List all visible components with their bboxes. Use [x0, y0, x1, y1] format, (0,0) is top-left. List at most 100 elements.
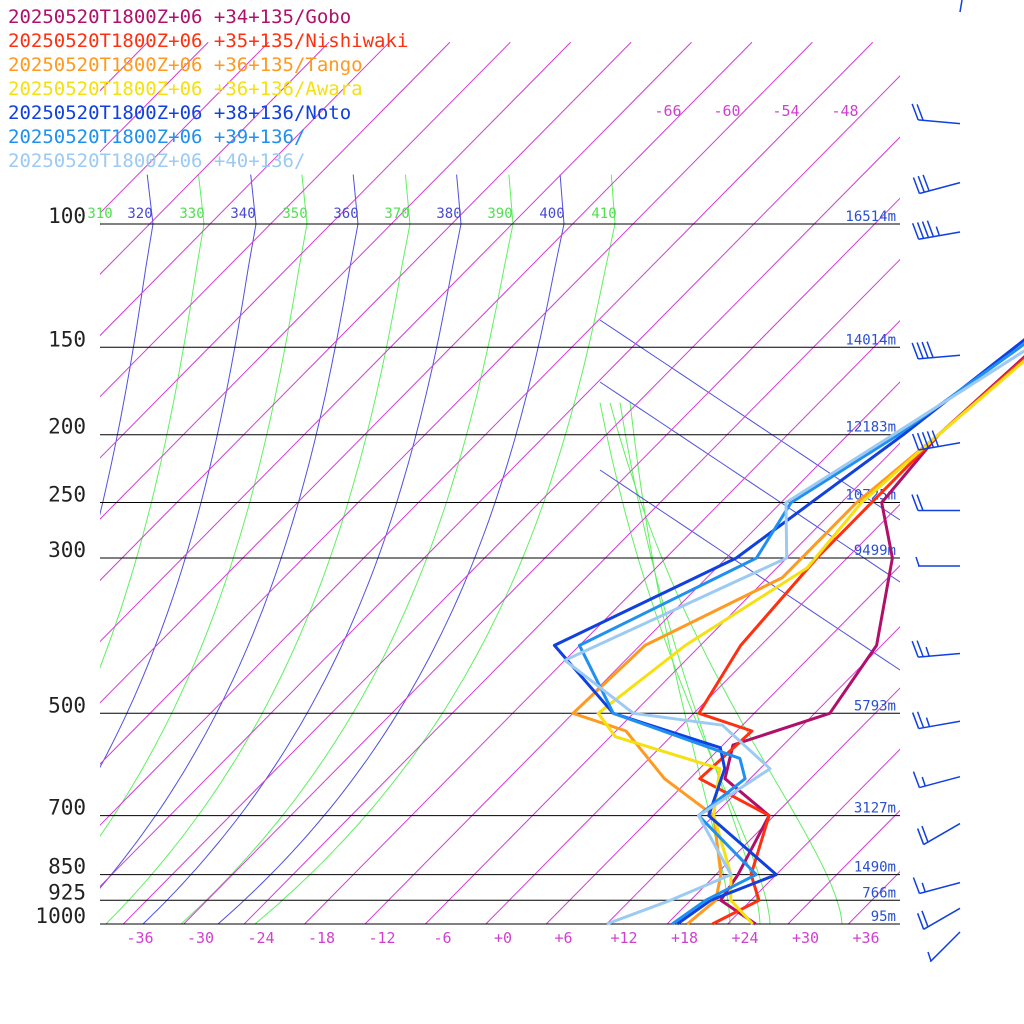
height-label: 9499m [854, 543, 896, 559]
wind-barb-flag [912, 877, 921, 894]
wind-barb-staff [918, 441, 961, 451]
wind-barb-staff [929, 931, 961, 963]
theta-e-label: 390 [487, 206, 512, 222]
pressure-label: 250 [48, 483, 86, 507]
pressure-label: 850 [48, 855, 86, 879]
temperature-tick-label: -36 [126, 929, 153, 947]
wind-barb [911, 103, 961, 125]
upper-temperature-label: -54 [772, 102, 799, 120]
moist-adiabat-curve [619, 402, 761, 924]
height-label: 12183m [845, 420, 896, 436]
theta-e-label: 410 [591, 206, 616, 222]
theta-e-curve [105, 174, 411, 924]
isotherm-line [0, 42, 27, 924]
wind-barb-staff [918, 652, 961, 658]
theta-e-label: 310 [87, 206, 112, 222]
sounding-line [552, 338, 1024, 926]
temperature-tick-label: +12 [610, 929, 637, 947]
theta-e-label: 320 [127, 206, 152, 222]
wind-barb-flag [916, 104, 924, 121]
mixing-ratio-curve [599, 319, 900, 521]
legend-item: 20250520T1800Z+06 +38+136/Noto [8, 102, 352, 124]
isotherm-line [122, 136, 900, 924]
temperature-tick-label: -30 [187, 929, 214, 947]
wind-barb [912, 877, 961, 895]
theta-e-label: 330 [179, 206, 204, 222]
temperature-tick-label: +6 [554, 929, 572, 947]
wind-barb-staff [959, 0, 963, 13]
wind-barb-half-flag [927, 951, 932, 962]
wind-barb-flag [921, 221, 930, 238]
isotherm-line [100, 41, 330, 275]
height-label: 3127m [854, 801, 896, 817]
legend-item: 20250520T1800Z+06 +39+136/ [8, 126, 306, 148]
theta-e-label: 340 [230, 206, 255, 222]
theta-e-label: 360 [333, 206, 358, 222]
theta-e-curve [100, 174, 359, 889]
isotherm-line [100, 41, 753, 704]
height-label: 766m [862, 885, 896, 901]
temperature-tick-label: -12 [368, 929, 395, 947]
wind-barb-staff [919, 775, 961, 789]
wind-barb [911, 494, 960, 512]
wind-barb [912, 771, 961, 789]
legend: 20250520T1800Z+06 +34+135/Gobo 20250520T1… [8, 5, 408, 173]
sounding-line [563, 349, 1024, 926]
wind-barb-flag [926, 341, 934, 358]
wind-barb-staff [923, 822, 961, 846]
wind-barb [911, 341, 961, 360]
isotherm-line [727, 748, 900, 924]
sounding-series [552, 338, 1024, 926]
wind-barb-flag [916, 913, 925, 930]
wind-barb-staff [919, 181, 961, 195]
legend-item: 20250520T1800Z+06 +40+136/ [8, 150, 306, 172]
isotherm-line [545, 564, 900, 924]
temperature-tick-label: +0 [494, 929, 512, 947]
sounding-line [571, 359, 1024, 926]
isotherm-line [100, 41, 511, 459]
wind-barb [911, 711, 961, 730]
theta-e-label: 370 [384, 206, 409, 222]
isotherm-line [848, 870, 900, 924]
pressure-label: 700 [48, 796, 86, 820]
legend-item: 20250520T1800Z+06 +34+135/Gobo [8, 6, 352, 28]
wind-barb-staff [923, 907, 961, 930]
theta-e-curve [100, 174, 308, 837]
temperature-tick-label: +36 [852, 929, 879, 947]
mixing-ratio-curve [599, 381, 900, 583]
theta-e-curve [100, 174, 154, 516]
sounding-line [697, 356, 1024, 926]
wind-barb-staff [918, 720, 961, 730]
isotherm-line [100, 41, 390, 337]
wind-barb [927, 931, 961, 963]
wind-barb-half-flag [925, 717, 931, 727]
wind-barb [911, 430, 961, 451]
theta-e-curve [254, 174, 616, 924]
isotherm-line [606, 626, 900, 924]
temperature-tick-label: -6 [433, 929, 451, 947]
moist-adiabat-curve [629, 402, 731, 924]
wind-barb-half-flag [915, 556, 920, 567]
isotherm-line [100, 41, 269, 214]
wind-barb-flag [916, 828, 925, 845]
wind-barb-staff [918, 354, 961, 360]
legend-item: 20250520T1800Z+06 +35+135/Nishiwaki [8, 30, 409, 52]
wind-barb-staff [919, 881, 961, 895]
pressure-label: 150 [48, 327, 86, 351]
legend-item: 20250520T1800Z+06 +36+135/Tango [8, 54, 363, 76]
isotherm-line [304, 320, 900, 924]
theta-e-curve [100, 174, 257, 769]
wind-barb-flag [911, 433, 920, 451]
theta-e-label: 380 [436, 206, 461, 222]
wind-barb-flag [917, 175, 925, 193]
sounding-line [719, 355, 1024, 926]
wind-barb-flag [921, 825, 929, 843]
pressure-label: 925 [48, 880, 86, 904]
wind-barb-half-flag [921, 882, 926, 893]
temperature-tick-label: -24 [247, 929, 274, 947]
upper-temperature-label: -48 [831, 102, 858, 120]
wind-barb [911, 220, 961, 241]
